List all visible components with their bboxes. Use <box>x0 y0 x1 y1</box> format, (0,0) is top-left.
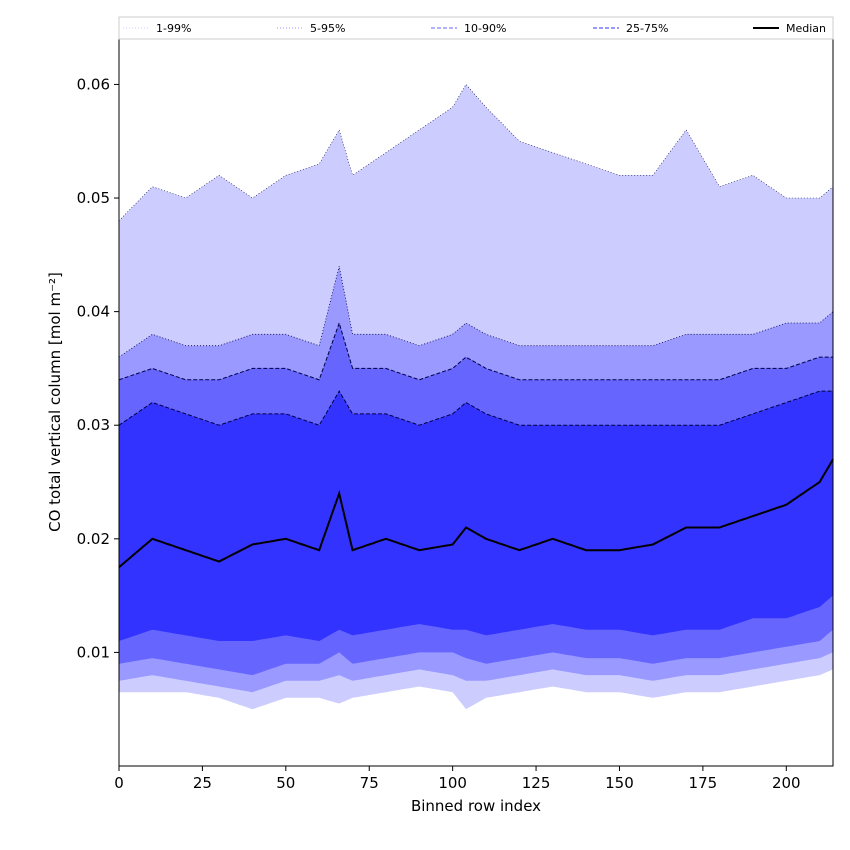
x-axis: 0 25 50 75 100 125 150 175 200 <box>114 766 801 792</box>
legend-label: 1-99% <box>156 22 191 35</box>
median-line <box>118 458 834 568</box>
x-tick-label: 50 <box>276 774 295 792</box>
y-tick-label: 0.03 <box>77 416 110 434</box>
y-axis: 0.01 0.02 0.03 0.04 0.05 0.06 <box>77 75 119 661</box>
y-axis-label: CO total vertical column [mol m⁻²] <box>46 272 64 532</box>
y-tick-label: 0.01 <box>77 643 110 661</box>
x-tick-label: 125 <box>522 774 551 792</box>
x-tick-label: 200 <box>772 774 801 792</box>
legend: 1-99% 5-95% 10-90% 25-75% Median <box>118 16 834 40</box>
x-tick-label: 100 <box>438 774 467 792</box>
x-tick-label: 175 <box>689 774 718 792</box>
x-axis-label: Binned row index <box>411 797 541 815</box>
band-25-75-upper-edge <box>118 390 833 426</box>
legend-label: Median <box>786 22 826 35</box>
x-tick-label: 150 <box>605 774 634 792</box>
legend-label: 10-90% <box>464 22 506 35</box>
x-tick-label: 25 <box>193 774 212 792</box>
x-tick-label: 75 <box>360 774 379 792</box>
x-tick-label: 0 <box>114 774 124 792</box>
legend-label: 5-95% <box>310 22 345 35</box>
band-10-90-upper-edge <box>118 321 833 381</box>
plot-area <box>118 83 834 710</box>
band-1-99-upper-edge <box>118 83 834 222</box>
y-tick-label: 0.05 <box>77 189 110 207</box>
band-25-75 <box>119 391 833 641</box>
legend-label: 25-75% <box>626 22 668 35</box>
legend-frame <box>118 16 834 40</box>
y-tick-label: 0.04 <box>77 303 110 321</box>
band-5-95-upper-edge <box>118 266 834 358</box>
y-tick-label: 0.02 <box>77 530 110 548</box>
y-tick-label: 0.06 <box>77 75 110 93</box>
